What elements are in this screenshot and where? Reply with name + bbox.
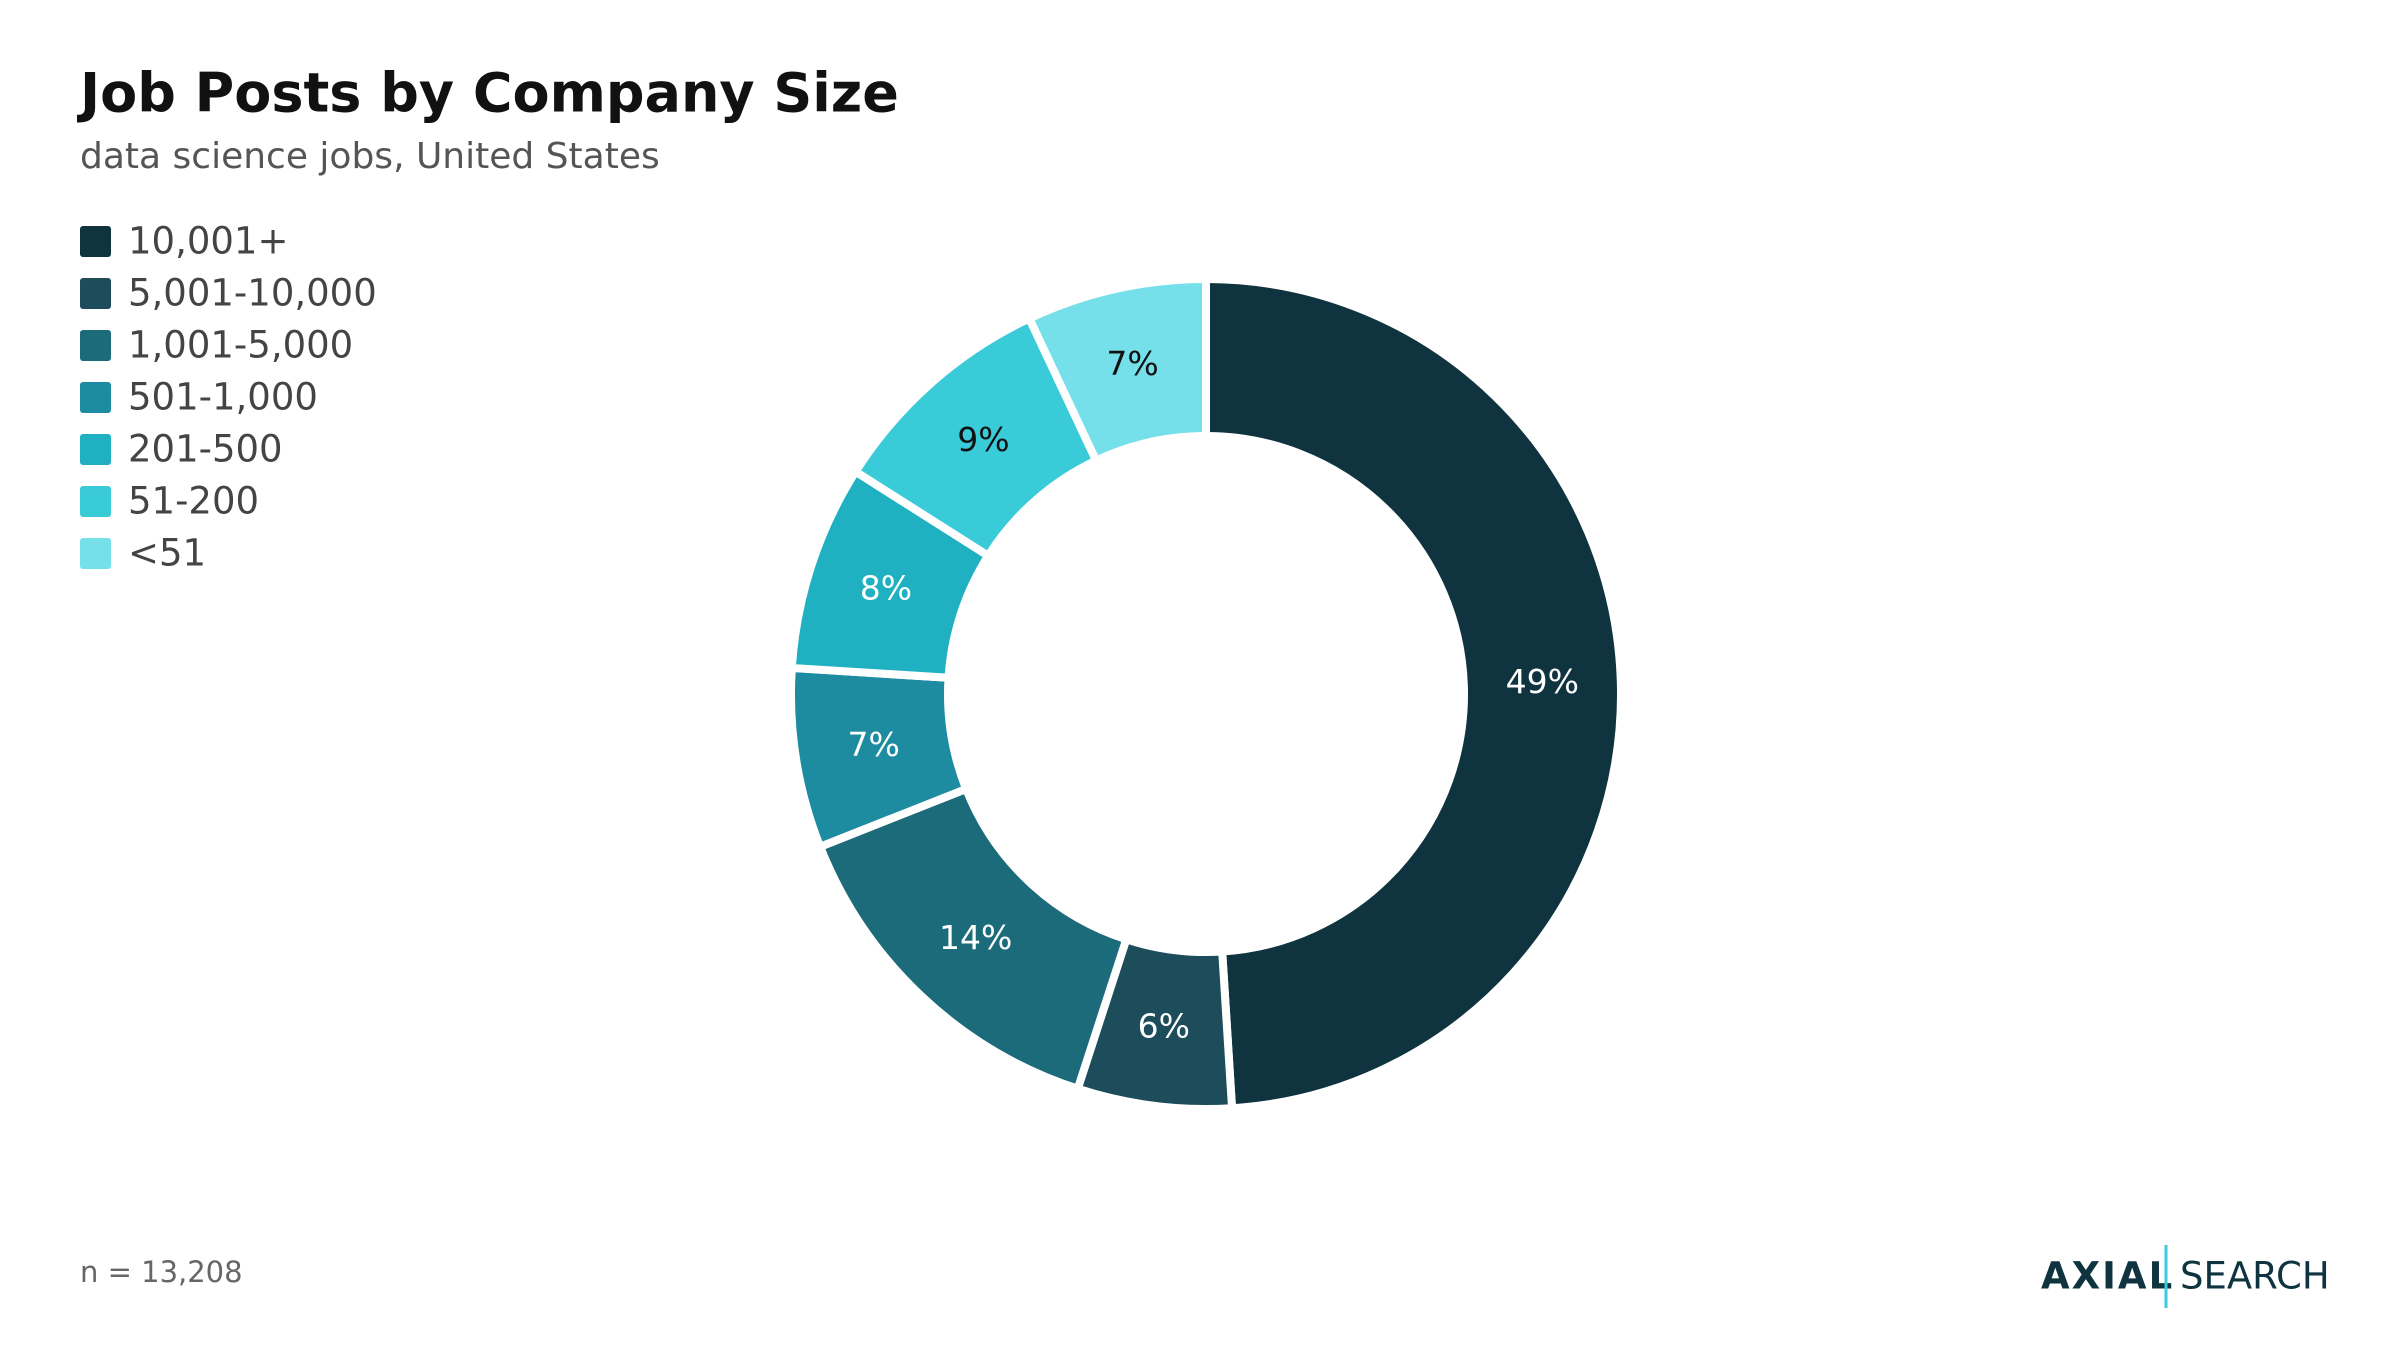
note: n = 13,208 [80, 1255, 243, 1289]
data-label: 7% [1106, 344, 1158, 383]
data-label: 7% [847, 725, 899, 764]
legend-label: 1,001-5,000 [128, 324, 353, 367]
legend-label: 51-200 [128, 480, 259, 523]
data-label: 8% [860, 569, 912, 608]
logo-light: SEARCH [2180, 1255, 2330, 1298]
donut-segment [1023, 274, 1210, 466]
legend-label: 501-1,000 [128, 376, 318, 419]
legend-label: <51 [128, 532, 206, 575]
legend-swatch [80, 486, 111, 517]
legend-label: 10,001+ [128, 220, 288, 263]
donut-segment [814, 783, 1132, 1094]
data-label: 14% [939, 918, 1012, 957]
legend-swatch [80, 538, 111, 569]
data-label: 49% [1506, 662, 1579, 701]
logo-bold: AXIAL [2041, 1255, 2174, 1298]
legend-swatch [80, 434, 111, 465]
legend-label: 201-500 [128, 428, 283, 471]
donut-segment [1202, 274, 1625, 1113]
chart-subtitle: data science jobs, United States [80, 136, 660, 177]
legend-label: 5,001-10,000 [128, 272, 377, 315]
legend-swatch [80, 226, 111, 257]
chart-title: Job Posts by Company Size [76, 62, 899, 125]
legend-swatch [80, 330, 111, 361]
data-label: 9% [957, 420, 1009, 459]
legend-swatch [80, 382, 111, 413]
data-label: 6% [1138, 1006, 1190, 1045]
legend-swatch [80, 278, 111, 309]
